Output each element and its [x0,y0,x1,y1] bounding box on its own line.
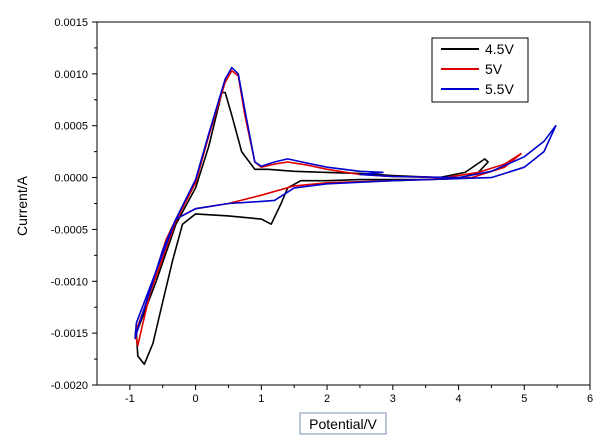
x-axis-title: Potential/V [309,416,377,432]
y-tick-label: 0.0010 [54,69,88,81]
y-tick-label: -0.0015 [51,328,88,340]
x-tick-label: 0 [193,393,199,405]
y-tick-label: -0.0005 [51,224,88,236]
y-tick-label: 0.0005 [54,121,88,133]
x-tick-label: 6 [587,393,593,405]
y-tick-label: 0.0015 [54,17,88,29]
legend-label: 5.5V [485,81,514,97]
x-tick-label: 4 [455,393,461,405]
y-tick-label: -0.0010 [51,276,88,288]
legend-label: 5V [485,61,503,77]
y-tick-label: 0.0000 [54,173,88,185]
y-axis-title: Current/A [14,175,30,236]
series-line-5.5V [134,66,557,340]
x-axis-title-box [299,412,387,435]
series-line-4.5V [135,91,489,366]
series-line-5V [134,69,522,347]
x-tick-label: 3 [390,393,396,405]
x-tick-label: 2 [324,393,330,405]
x-axis: -1 0 1 2 3 4 5 6 [125,385,593,405]
y-axis: -0.0020 -0.0015 -0.0010 -0.0005 0.0000 0.0005… [51,17,97,392]
series-layer [134,66,557,366]
legend-label: 4.5V [485,41,514,57]
x-tick-label: 1 [258,393,264,405]
x-tick-label: 5 [521,393,527,405]
y-tick-label: -0.0020 [51,380,88,392]
legend: 4.5V 5V 5.5V [431,37,529,103]
x-tick-label: -1 [125,393,135,405]
